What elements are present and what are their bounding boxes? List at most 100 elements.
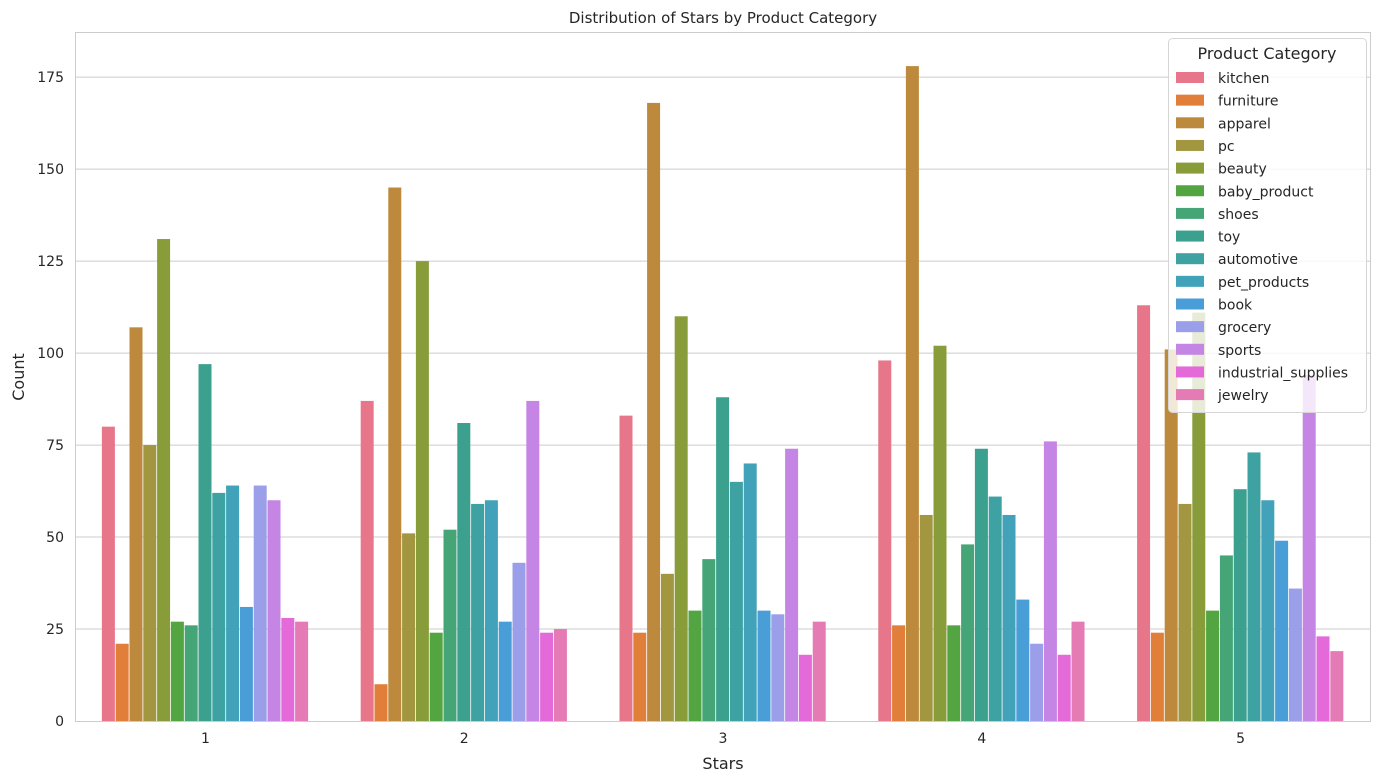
legend-label-shoes: shoes [1218,207,1259,223]
legend-swatch-automotive [1176,253,1204,265]
bar-pet_products-2 [484,500,498,721]
bar-jewelry-3 [812,621,826,721]
legend-label-pc: pc [1218,139,1235,155]
bar-baby_product-2 [429,632,443,721]
bar-sports-5 [1302,375,1316,721]
bar-automotive-1 [212,492,226,721]
bar-baby_product-5 [1206,610,1220,721]
bar-toy-3 [716,397,730,721]
bar-grocery-3 [771,614,785,721]
bar-kitchen-1 [101,426,115,721]
legend-swatch-sports [1176,343,1204,355]
bar-jewelry-2 [553,629,567,721]
y-axis-label: Count [9,353,28,401]
bar-book-3 [757,610,771,721]
y-tick-label: 175 [37,70,64,86]
bar-baby_product-1 [170,621,184,721]
bar-sports-4 [1043,441,1057,721]
bar-industrial_supplies-3 [798,654,812,721]
x-tick-label: 2 [460,731,469,747]
y-tick-label: 75 [46,438,64,454]
bar-apparel-3 [647,102,661,721]
bar-grocery-2 [512,562,526,721]
legend-items: kitchen furniture apparel pc beauty baby_prod… [1176,71,1348,404]
bar-toy-4 [974,448,988,721]
bar-beauty-4 [933,345,947,721]
legend-swatch-beauty [1176,162,1204,174]
bar-shoes-1 [184,625,198,721]
bar-pc-3 [660,573,674,721]
x-tick-label: 4 [977,731,986,747]
legend-title: Product Category [1198,44,1337,63]
bar-toy-1 [198,364,212,721]
legend-swatch-pc [1176,139,1204,151]
bar-shoes-5 [1219,555,1233,721]
bar-toy-2 [457,422,471,721]
y-tick-label: 100 [37,346,64,362]
legend-swatch-pet_products [1176,275,1204,287]
bar-pc-1 [143,445,157,721]
bar-shoes-2 [443,529,457,721]
legend-swatch-shoes [1176,207,1204,219]
y-tick-label: 125 [37,254,64,270]
y-axis-ticks: 0 25 50 75 100 125 150 175 [37,70,64,730]
bar-furniture-5 [1150,632,1164,721]
bar-industrial_supplies-1 [281,617,295,721]
legend-swatch-apparel [1176,117,1204,129]
legend: Product Category kitchen furniture apparel… [1168,38,1367,413]
legend-swatch-jewelry [1176,389,1204,401]
bar-grocery-5 [1288,588,1302,721]
legend-label-industrial_supplies: industrial_supplies [1218,365,1348,381]
legend-swatch-kitchen [1176,72,1204,83]
legend-label-apparel: apparel [1218,116,1271,132]
bar-apparel-5 [1164,349,1178,721]
legend-label-grocery: grocery [1218,320,1271,336]
bar-book-1 [239,606,253,721]
legend-swatch-book [1176,298,1204,310]
bar-sports-1 [267,500,281,721]
bar-automotive-5 [1247,452,1261,721]
y-tick-label: 50 [46,530,64,546]
bar-kitchen-2 [360,400,374,721]
bar-apparel-1 [129,327,143,721]
y-tick-label: 25 [46,622,64,638]
bar-furniture-2 [374,684,388,721]
bar-furniture-4 [892,625,906,721]
bar-book-5 [1275,540,1289,721]
bar-beauty-1 [157,239,171,721]
legend-label-baby_product: baby_product [1218,184,1314,200]
bar-kitchen-5 [1137,305,1151,721]
y-tick-label: 0 [55,714,64,730]
bar-book-2 [498,621,512,721]
bar-baby_product-3 [688,610,702,721]
legend-label-kitchen: kitchen [1218,71,1270,87]
bar-sports-2 [526,400,540,721]
bar-jewelry-5 [1330,651,1344,721]
bar-apparel-4 [905,66,919,722]
plot-frame [75,32,1371,722]
bar-jewelry-4 [1071,621,1085,721]
bar-book-4 [1016,599,1030,721]
bar-kitchen-4 [878,360,892,721]
x-axis-label: Stars [702,754,743,773]
legend-label-book: book [1218,298,1253,314]
bar-baby_product-4 [947,625,961,721]
x-tick-label: 5 [1236,731,1245,747]
bar-grocery-1 [253,485,267,721]
legend-label-automotive: automotive [1218,252,1298,268]
bar-pc-4 [919,514,933,721]
legend-swatch-grocery [1176,321,1204,333]
bar-beauty-3 [674,316,688,721]
bar-industrial_supplies-5 [1316,636,1330,721]
bar-shoes-4 [961,544,975,721]
bar-industrial_supplies-4 [1057,654,1071,721]
bar-toy-5 [1233,489,1247,721]
x-tick-label: 3 [719,731,728,747]
legend-label-sports: sports [1218,343,1261,359]
bar-kitchen-3 [619,415,633,721]
bar-furniture-1 [115,643,129,721]
bar-automotive-3 [729,481,743,721]
legend-swatch-furniture [1176,94,1204,106]
legend-box [1168,38,1367,413]
